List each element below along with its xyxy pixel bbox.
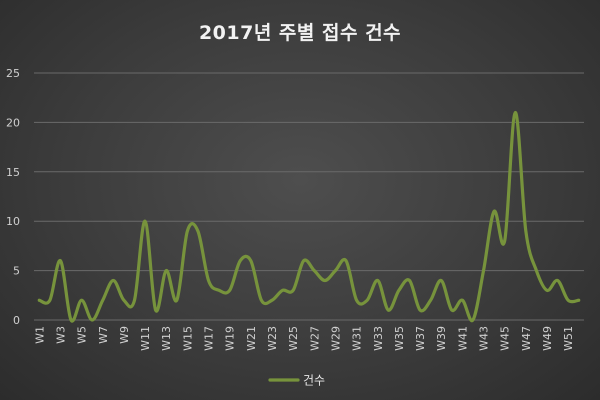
- x-tick-label: W43: [478, 326, 491, 351]
- x-tick-label: W27: [308, 326, 321, 351]
- x-tick-label: W45: [499, 326, 512, 351]
- y-tick-label: 20: [6, 116, 20, 129]
- x-tick-label: W9: [118, 326, 131, 344]
- x-tick-label: W35: [393, 326, 406, 351]
- chart-title: 2017년 주별 접수 건수: [198, 22, 402, 44]
- x-tick-label: W47: [520, 326, 533, 351]
- x-tick-label: W49: [541, 326, 554, 351]
- y-tick-label: 0: [13, 314, 20, 327]
- x-tick-label: W23: [266, 326, 279, 351]
- x-tick-label: W21: [245, 326, 258, 351]
- x-tick-label: W33: [372, 326, 385, 351]
- x-tick-label: W11: [139, 326, 152, 351]
- x-tick-label: W1: [33, 326, 46, 344]
- x-tick-label: W39: [435, 326, 448, 351]
- x-tick-label: W41: [456, 326, 469, 351]
- x-tick-label: W7: [97, 326, 110, 344]
- x-tick-label: W19: [224, 326, 237, 351]
- x-tick-label: W5: [76, 326, 89, 344]
- x-tick-label: W3: [54, 326, 67, 344]
- x-tick-label: W15: [181, 326, 194, 351]
- legend-label: 건수: [303, 374, 325, 388]
- x-tick-label: W17: [203, 326, 216, 351]
- x-tick-label: W51: [562, 326, 575, 351]
- x-tick-label: W31: [351, 326, 364, 351]
- y-tick-label: 5: [13, 265, 20, 278]
- x-tick-label: W37: [414, 326, 427, 351]
- x-tick-label: W13: [160, 326, 173, 351]
- y-tick-label: 15: [6, 166, 20, 179]
- series-line: [37, 110, 581, 323]
- x-tick-label: W29: [329, 326, 342, 351]
- y-tick-label: 25: [6, 67, 20, 80]
- x-tick-label: W25: [287, 326, 300, 351]
- y-tick-label: 10: [6, 215, 20, 228]
